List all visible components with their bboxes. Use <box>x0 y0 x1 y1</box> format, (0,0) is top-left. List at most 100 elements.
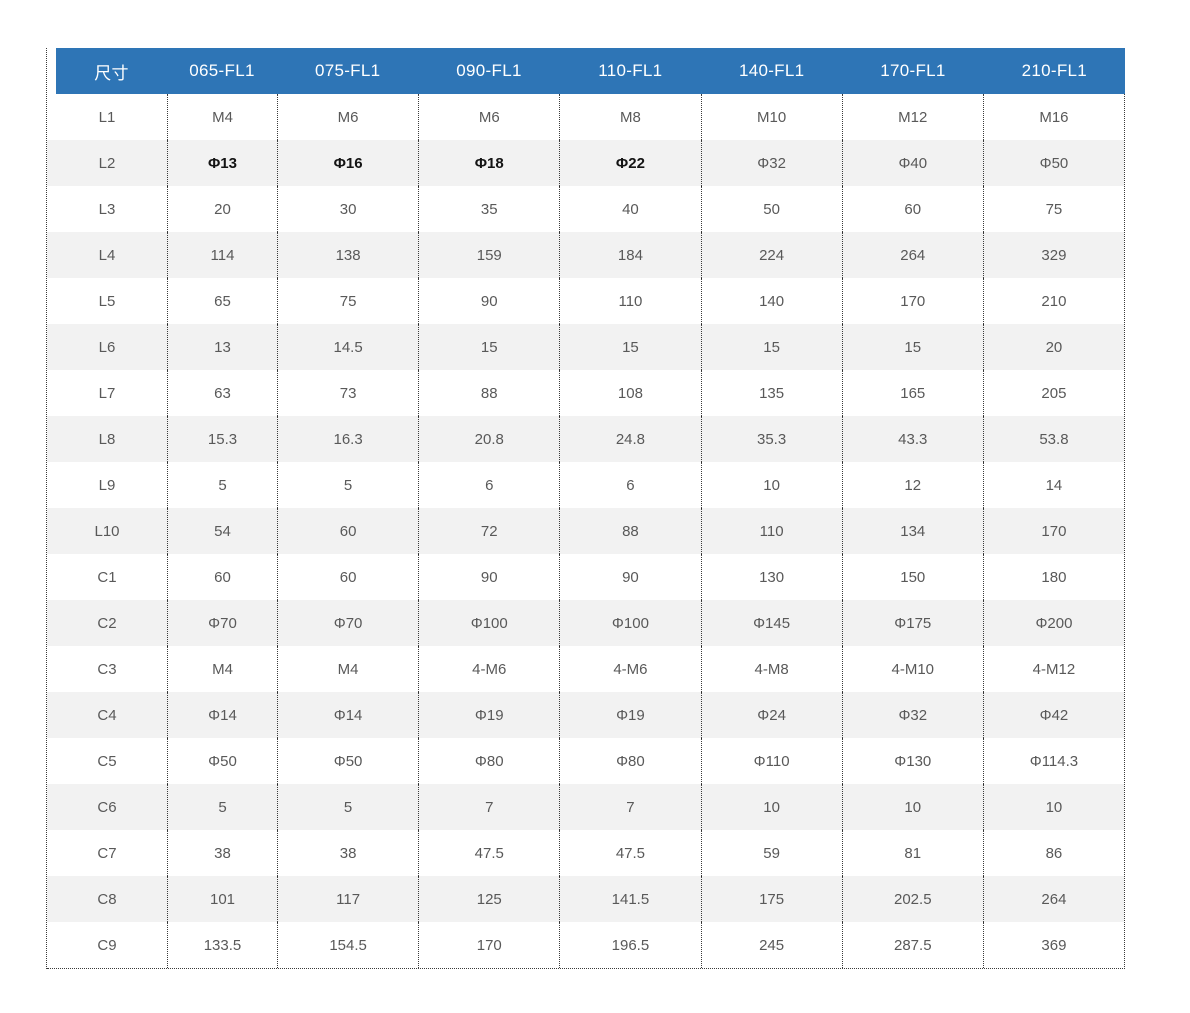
table-row: L10 54 60 72 88 110 134 170 <box>47 508 1124 554</box>
table-row: L5 65 75 90 110 140 170 210 <box>47 278 1124 324</box>
column-header: 075-FL1 <box>314 61 381 80</box>
cell: 20 <box>982 324 1124 370</box>
cell: M8 <box>559 94 700 140</box>
cell: 6 <box>559 462 700 508</box>
cell: 150 <box>841 554 983 600</box>
cell: 24.8 <box>559 416 700 462</box>
cell: 133.5 <box>167 922 277 968</box>
column-header: 090-FL1 <box>456 61 522 80</box>
cell: 110 <box>700 508 842 554</box>
cell: 6 <box>418 462 559 508</box>
cell: 63 <box>167 370 277 416</box>
cell: M4 <box>277 646 418 692</box>
cell: 47.5 <box>559 830 700 876</box>
cell: Φ175 <box>841 600 983 646</box>
cell: 30 <box>277 186 418 232</box>
cell: 180 <box>982 554 1124 600</box>
cell: M4 <box>167 646 277 692</box>
cell: Φ110 <box>700 738 842 784</box>
column-header: 140-FL1 <box>738 61 805 80</box>
cell: 14 <box>982 462 1124 508</box>
table-row: L2 Φ13 Φ16 Φ18 Φ22 Φ32 Φ40 Φ50 <box>47 140 1124 186</box>
row-label: C9 <box>97 936 117 954</box>
cell: 369 <box>982 922 1124 968</box>
cell: 4-M8 <box>700 646 842 692</box>
cell: 4-M10 <box>841 646 983 692</box>
cell: Φ18 <box>418 140 559 186</box>
cell: Φ24 <box>700 692 842 738</box>
cell: 47.5 <box>418 830 559 876</box>
column-header: 065-FL1 <box>189 61 255 80</box>
table-body: L1 M4 M6 M6 M8 M10 M12 M16 L2 Φ13 Φ16 Φ18 Φ22 Φ32 Φ40 Φ… <box>47 94 1125 969</box>
cell: M4 <box>167 94 277 140</box>
cell: 141.5 <box>559 876 700 922</box>
cell: 110 <box>559 278 700 324</box>
cell: 60 <box>277 554 418 600</box>
table-row: L4 114 138 159 184 224 264 329 <box>47 232 1124 278</box>
cell: 90 <box>559 554 700 600</box>
cell: Φ13 <box>167 140 277 186</box>
cell: M6 <box>418 94 559 140</box>
cell: Φ32 <box>841 692 983 738</box>
cell: 184 <box>559 232 700 278</box>
cell: Φ80 <box>418 738 559 784</box>
cell: Φ42 <box>982 692 1124 738</box>
row-label: L8 <box>98 430 116 448</box>
cell: Φ70 <box>277 600 418 646</box>
cell: 15 <box>700 324 842 370</box>
cell: Φ32 <box>700 140 842 186</box>
cell: 5 <box>167 462 277 508</box>
cell: 170 <box>841 278 983 324</box>
cell: 12 <box>841 462 983 508</box>
cell: 10 <box>700 784 842 830</box>
cell: 35 <box>418 186 559 232</box>
cell: 75 <box>277 278 418 324</box>
cell: 60 <box>841 186 983 232</box>
cell: 287.5 <box>841 922 983 968</box>
cell: 4-M12 <box>982 646 1124 692</box>
cell: Φ130 <box>841 738 983 784</box>
cell: 117 <box>277 876 418 922</box>
cell: 35.3 <box>700 416 842 462</box>
table-row: C9 133.5 154.5 170 196.5 245 287.5 369 <box>47 922 1124 968</box>
column-header: 210-FL1 <box>1021 61 1088 80</box>
cell: 210 <box>982 278 1124 324</box>
cell: 15 <box>559 324 700 370</box>
cell: Φ14 <box>277 692 418 738</box>
cell: 43.3 <box>841 416 983 462</box>
cell: 86 <box>982 830 1124 876</box>
row-label: C3 <box>97 660 117 678</box>
table-row: L6 13 14.5 15 15 15 15 20 <box>47 324 1124 370</box>
row-label: L9 <box>98 476 116 494</box>
row-label: L10 <box>94 522 120 540</box>
row-label: C4 <box>97 706 117 724</box>
table-row: C8 101 117 125 141.5 175 202.5 264 <box>47 876 1124 922</box>
cell: 140 <box>700 278 842 324</box>
table-row: L9 5 5 6 6 10 12 14 <box>47 462 1124 508</box>
cell: 134 <box>841 508 983 554</box>
cell: Φ19 <box>418 692 559 738</box>
row-label: L3 <box>98 200 116 218</box>
cell: 154.5 <box>277 922 418 968</box>
cell: 264 <box>841 232 983 278</box>
cell: Φ50 <box>982 140 1124 186</box>
cell: M6 <box>277 94 418 140</box>
cell: 170 <box>982 508 1124 554</box>
cell: Φ100 <box>559 600 700 646</box>
cell: Φ100 <box>418 600 559 646</box>
column-header: 尺寸 <box>94 63 129 83</box>
table-row: L1 M4 M6 M6 M8 M10 M12 M16 <box>47 94 1124 140</box>
cell: 40 <box>559 186 700 232</box>
cell: 138 <box>277 232 418 278</box>
cell: 38 <box>167 830 277 876</box>
cell: 130 <box>700 554 842 600</box>
cell: 135 <box>700 370 842 416</box>
cell: 13 <box>167 324 277 370</box>
cell: 72 <box>418 508 559 554</box>
cell: 38 <box>277 830 418 876</box>
dimension-spec-table: 尺寸 065-FL1 075-FL1 090-FL1 110-FL1 140-FL1 170… <box>46 48 1125 969</box>
row-label: L6 <box>98 338 116 356</box>
table-row: C4 Φ14 Φ14 Φ19 Φ19 Φ24 Φ32 Φ42 <box>47 692 1124 738</box>
cell: M16 <box>982 94 1124 140</box>
cell: 7 <box>418 784 559 830</box>
